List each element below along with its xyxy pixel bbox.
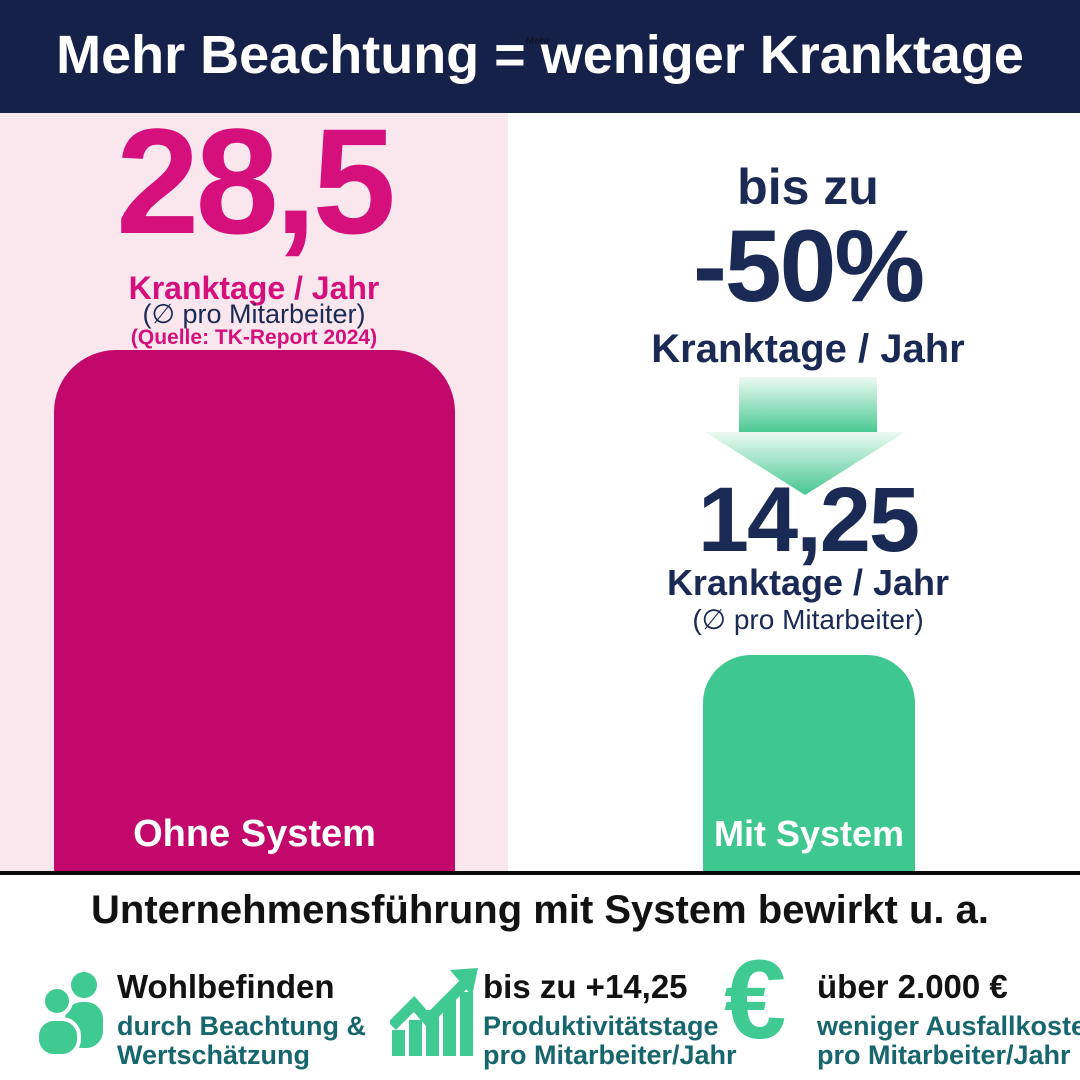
footer-item-ausfallkosten: über 2.000 € weniger Ausfallkosten pro M… [817,970,1080,1070]
footer-item-line: durch Beachtung & [117,1011,367,1041]
right-percent: -50% [692,209,925,323]
right-value: 14,25 [697,469,920,571]
bar-label-ohne-system: Ohne System [133,813,376,855]
footer-item-line: pro Mitarbeiter/Jahr [817,1040,1071,1071]
left-value-unit: Kranktage / Jahr [128,270,380,306]
footer-item-line: weniger Ausfallkosten [817,1011,1080,1041]
left-value: 28,5 [116,97,396,265]
bar-mit-system [703,655,915,871]
bar-ohne-system [54,350,455,871]
bar-label-mit-system: Mit System [713,813,905,854]
right-prefix: bis zu [737,159,879,215]
euro-icon: € [724,937,787,1062]
footer-title: Unternehmensführung mit System bewirkt u… [91,888,989,932]
header-fineprint: Mehr [526,36,550,47]
footer-item-headline: bis zu +14,25 [483,968,688,1005]
right-average-note: (∅ pro Mitarbeiter) [692,604,924,635]
left-average-note: (∅ pro Mitarbeiter) [142,299,366,329]
header-banner: Mehr Beachtung = weniger Kranktage [0,0,1080,113]
growth-chart-icon [390,968,478,1056]
page-title: Mehr Beachtung = weniger Kranktage [56,24,1024,85]
footer-item-line: pro Mitarbeiter/Jahr [483,1040,737,1071]
right-percent-unit: Kranktage / Jahr [651,327,965,371]
footer-item-headline: Wohlbefinden [117,968,335,1005]
footer-item-wohlbefinden: Wohlbefinden durch Beachtung & Wertschät… [117,970,366,1070]
down-arrow-icon [705,377,905,495]
footer-item-produktivitaet: bis zu +14,25 Produktivitätstage pro Mit… [483,970,737,1070]
footer-item-headline: über 2.000 € [817,968,1008,1005]
section-divider [0,871,1080,875]
left-source-note: (Quelle: TK-Report 2024) [130,326,378,349]
people-icon [35,972,103,1056]
right-value-unit: Kranktage / Jahr [666,562,950,603]
footer-item-line: Produktivitätstage [483,1011,719,1041]
footer-item-line: Wertschätzung [117,1040,311,1071]
